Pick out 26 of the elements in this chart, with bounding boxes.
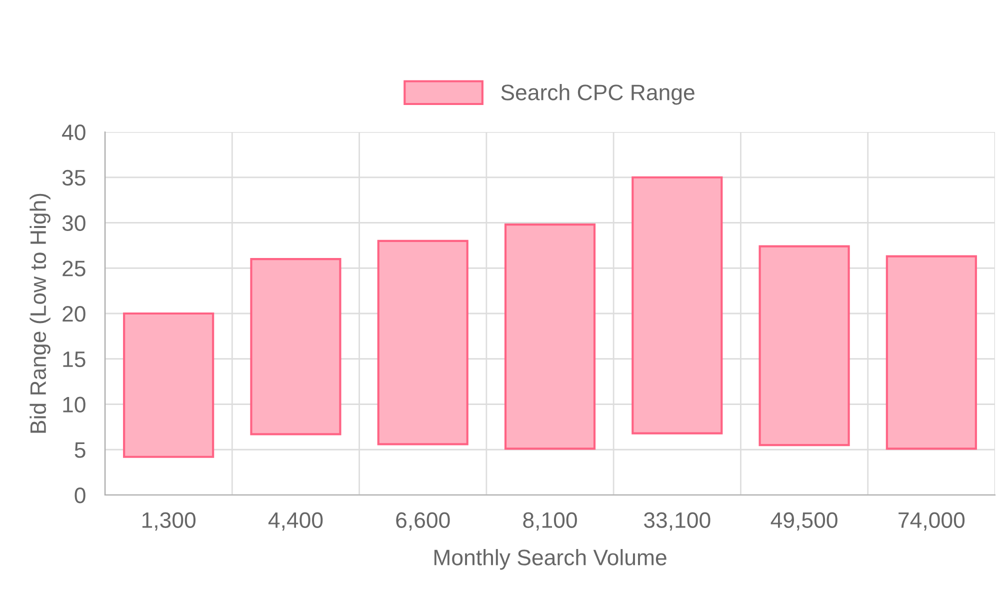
y-tick-label: 10 xyxy=(63,396,86,413)
x-tick-label: 4,400 xyxy=(268,512,323,531)
x-tick-label: 49,500 xyxy=(770,512,838,531)
bar xyxy=(504,224,596,450)
x-tick-label: 1,300 xyxy=(142,512,196,531)
y-tick-label: 5 xyxy=(74,442,86,458)
x-tick-label: 74,000 xyxy=(898,512,965,531)
bar xyxy=(758,245,850,446)
bar xyxy=(886,255,977,450)
bar xyxy=(632,176,723,434)
x-tick-label: 33,100 xyxy=(644,512,710,531)
bar xyxy=(377,240,468,446)
bar xyxy=(123,312,214,458)
x-axis-title: Monthly Search Volume xyxy=(434,549,666,570)
y-axis-title: Bid Range (Low to High) xyxy=(30,194,50,433)
y-tick-label: 40 xyxy=(62,124,86,140)
y-tick-label: 25 xyxy=(62,260,86,276)
x-tick-label: 6,600 xyxy=(396,512,450,531)
y-tick-label: 30 xyxy=(62,215,86,232)
bar xyxy=(250,258,342,436)
y-tick-label: 35 xyxy=(62,170,86,186)
x-tick-label: 8,100 xyxy=(523,512,577,531)
y-tick-label: 0 xyxy=(74,488,86,504)
y-tick-label: 20 xyxy=(62,306,86,322)
y-tick-label: 15 xyxy=(63,352,86,368)
legend-label: Search CPC Range xyxy=(501,84,694,105)
